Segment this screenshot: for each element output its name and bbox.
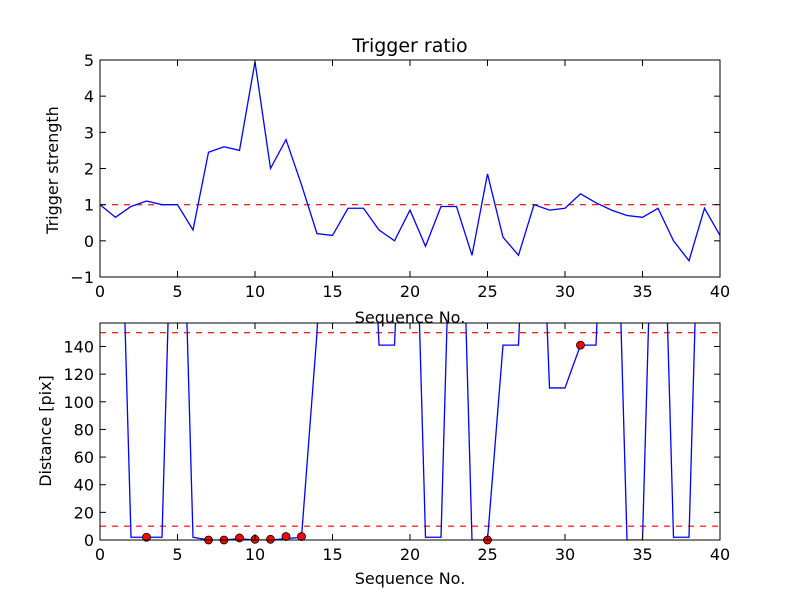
y-tick-label: 20 [74,503,94,522]
series-line [124,323,696,540]
y-tick-label: 3 [84,123,94,142]
data-point [235,533,244,543]
x-tick-label: 35 [632,545,652,564]
x-tick-label: 10 [245,282,265,301]
y-axis-label: Trigger strength [43,106,62,235]
y-tick-label: 80 [74,420,94,439]
y-tick-label: 0 [84,232,94,251]
data-point [281,532,291,541]
x-tick-label: 20 [400,282,420,301]
y-tick-label: 5 [84,51,94,70]
x-tick-label: 10 [245,545,265,564]
x-tick-label: 30 [555,282,575,301]
x-tick-label: 25 [477,282,497,301]
y-tick-label: 1 [84,196,94,215]
plot-area [100,61,720,263]
y-tick-label: 0 [84,531,94,550]
x-tick-label: 15 [322,545,342,564]
data-point [142,532,151,542]
plot-area [100,323,720,540]
y-axis-label: Distance [pix] [36,375,55,487]
x-tick-label: 5 [172,545,182,564]
y-tick-label: 40 [74,476,94,495]
y-tick-label: 120 [63,365,94,384]
x-tick-label: 15 [322,282,342,301]
x-axis-label: Sequence No. [355,308,466,327]
x-tick-label: 20 [400,545,420,564]
y-tick-label: 60 [74,448,94,467]
x-tick-label: 25 [477,545,497,564]
y-tick-label: 2 [84,160,94,179]
x-tick-label: 35 [632,282,652,301]
x-axis-label: Sequence No. [355,569,466,588]
chart-title: Trigger ratio [351,35,467,57]
x-tick-label: 30 [555,545,575,564]
x-tick-label: 40 [710,545,730,564]
series-line [100,61,720,263]
distance-panel: Sequence No. Distance [pix] 0 5 10 15 20 25 30… [36,322,730,588]
y-tick-label: 100 [63,393,94,412]
y-tick-label: −1 [70,268,94,287]
x-tick-label: 0 [95,282,105,301]
y-tick-label: 4 [84,87,94,106]
x-tick-label: 40 [710,282,730,301]
data-point [297,532,306,541]
data-point [266,534,275,544]
x-tick-label: 0 [95,545,105,564]
y-tick-label: 140 [63,337,94,356]
x-tick-label: 5 [172,282,182,301]
data-point [576,340,585,350]
trigger-ratio-panel: Trigger ratio Sequence No. Trigger stren… [43,35,730,327]
